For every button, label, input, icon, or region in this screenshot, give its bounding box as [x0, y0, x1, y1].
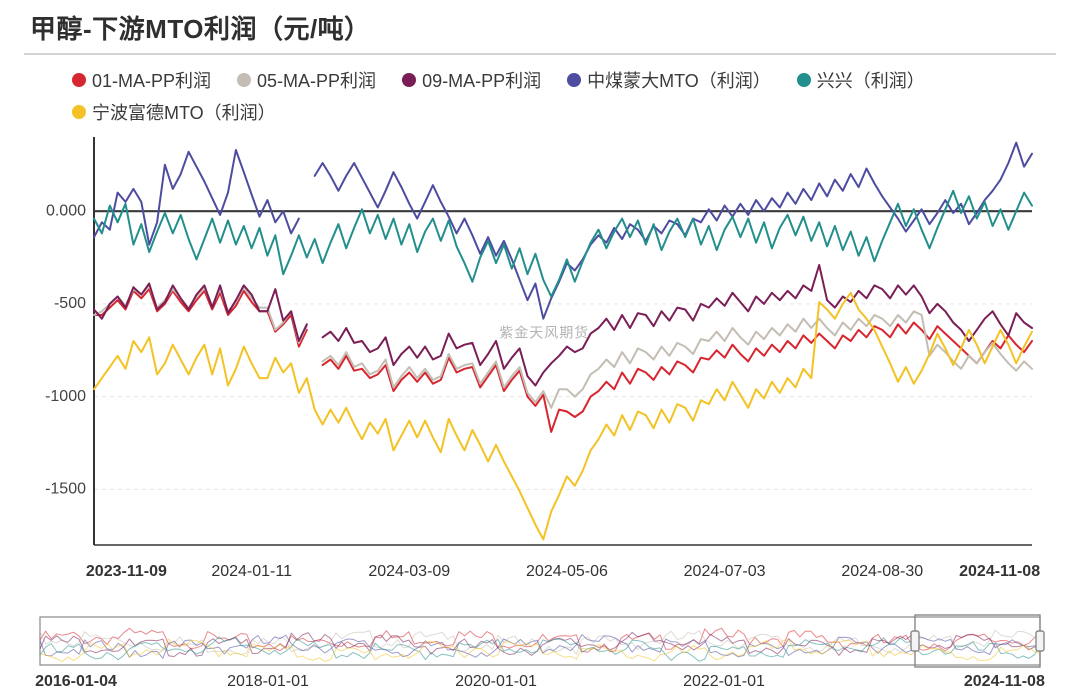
x-tick-label: 2024-11-08	[959, 563, 1040, 581]
x-tick-label: 2024-01-11	[211, 563, 292, 581]
y-tick-label: -500	[54, 295, 86, 312]
x-tick-label: 2024-03-09	[368, 563, 450, 581]
legend-item-s09[interactable]: 09-MA-PP利润	[402, 67, 541, 93]
series-mengda	[94, 143, 1032, 319]
legend-label-s09: 09-MA-PP利润	[422, 67, 541, 93]
legend-item-ningbo[interactable]: 宁波富德MTO（利润）	[72, 99, 276, 125]
legend-label-mengda: 中煤蒙大MTO（利润）	[587, 67, 771, 93]
legend-swatch-s09	[402, 73, 416, 87]
legend-item-xingxing[interactable]: 兴兴（利润）	[797, 67, 925, 93]
x-axis-labels: 2023-11-09 2024-01-11 2024-03-09 2024-05-06…	[24, 563, 1056, 587]
chart-title: 甲醇-下游MTO利润（元/吨）	[30, 14, 1056, 45]
legend-item-s05[interactable]: 05-MA-PP利润	[237, 67, 376, 93]
legend-swatch-s01	[72, 73, 86, 87]
title-divider	[24, 53, 1056, 55]
line-chart-svg: 0.000 -500 -1000 -1500 紫金天风期货	[24, 131, 1056, 561]
range-brush-svg	[24, 611, 1056, 671]
x-tick-label: 2024-08-30	[841, 563, 923, 581]
watermark: 紫金天风期货	[499, 324, 589, 340]
legend-swatch-mengda	[567, 73, 581, 87]
brush-x-tick-label: 2020-01-01	[455, 673, 537, 691]
series-xingxing	[94, 191, 1032, 297]
brush-x-tick-label: 2016-01-04	[35, 673, 117, 691]
legend-label-s05: 05-MA-PP利润	[257, 67, 376, 93]
brush-x-tick-label: 2024-11-08	[964, 673, 1045, 691]
legend-item-s01[interactable]: 01-MA-PP利润	[72, 67, 211, 93]
brush-handle-right[interactable]	[1036, 631, 1044, 651]
brush-x-tick-label: 2022-01-01	[683, 673, 765, 691]
x-tick-label: 2024-07-03	[684, 563, 766, 581]
brush-x-tick-label: 2018-01-01	[227, 673, 309, 691]
legend-swatch-xingxing	[797, 73, 811, 87]
legend-swatch-s05	[237, 73, 251, 87]
legend-item-mengda[interactable]: 中煤蒙大MTO（利润）	[567, 67, 771, 93]
range-brush-x-labels: 2016-01-04 2018-01-01 2020-01-01 2022-01-01…	[24, 673, 1056, 697]
series-s01	[94, 289, 1032, 432]
legend-label-s01: 01-MA-PP利润	[92, 67, 211, 93]
brush-handle-left[interactable]	[911, 631, 919, 651]
range-brush[interactable]	[24, 611, 1056, 671]
legend-swatch-ningbo	[72, 105, 86, 119]
y-tick-label: -1500	[45, 481, 86, 498]
x-tick-label: 2023-11-09	[86, 563, 167, 581]
legend-label-ningbo: 宁波富德MTO（利润）	[92, 99, 276, 125]
legend-label-xingxing: 兴兴（利润）	[817, 67, 925, 93]
legend: 01-MA-PP利润 05-MA-PP利润 09-MA-PP利润 中煤蒙大MTO（利润…	[24, 63, 1056, 129]
y-tick-label: -1000	[45, 388, 86, 405]
main-chart: 0.000 -500 -1000 -1500 紫金天风期货	[24, 131, 1056, 561]
x-tick-label: 2024-05-06	[526, 563, 608, 581]
chart-frame: 甲醇-下游MTO利润（元/吨） 01-MA-PP利润 05-MA-PP利润 09-M…	[0, 0, 1080, 691]
brush-window[interactable]	[915, 615, 1040, 667]
y-tick-label: 0.000	[46, 203, 86, 220]
